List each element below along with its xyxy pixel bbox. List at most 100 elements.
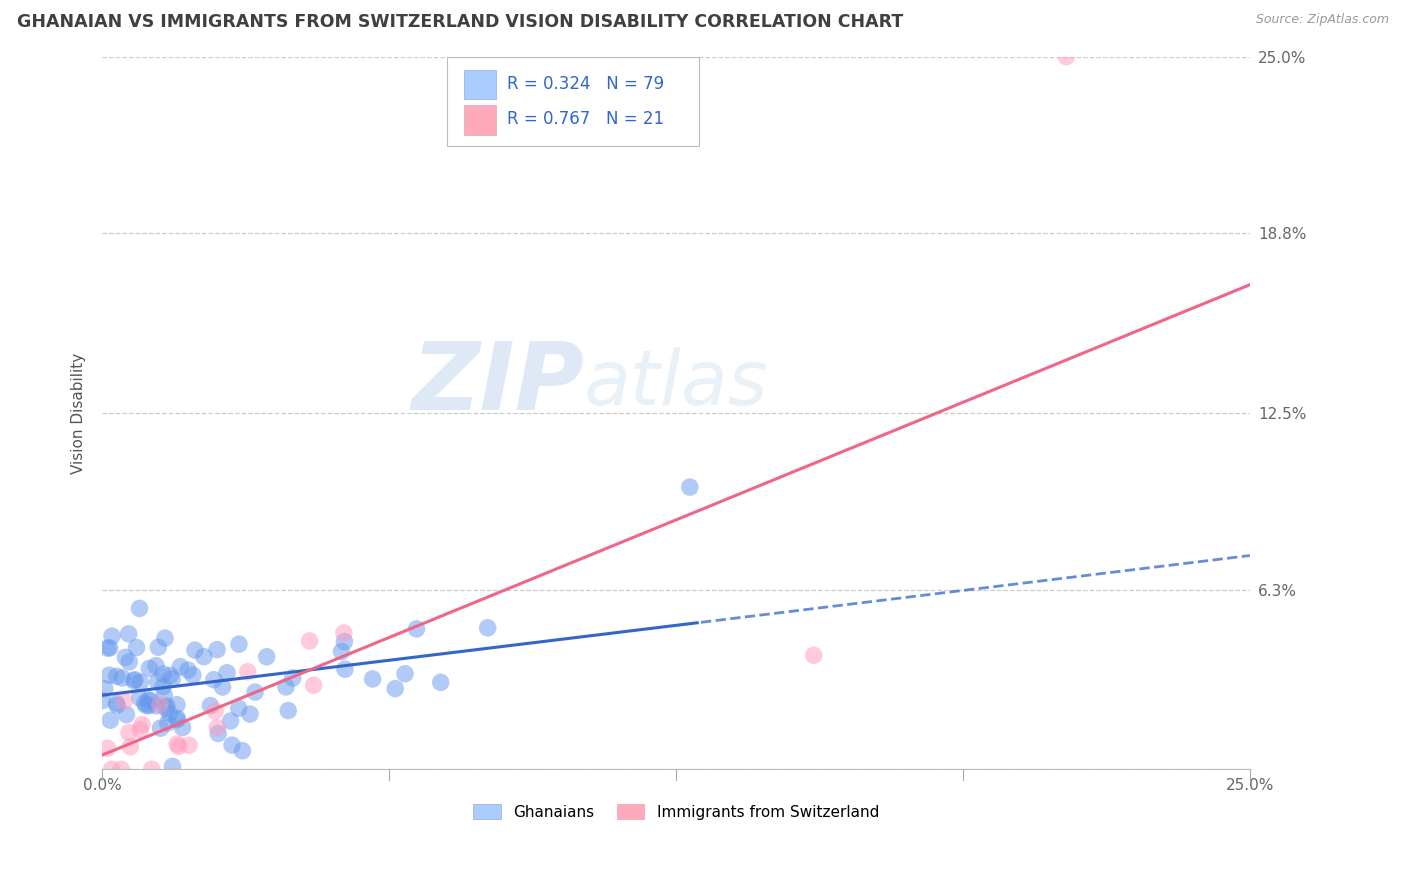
Point bbox=[239, 707, 262, 722]
Point bbox=[177, 739, 200, 753]
Point bbox=[167, 739, 190, 754]
Text: ZIP: ZIP bbox=[412, 338, 585, 431]
Point bbox=[202, 673, 225, 687]
Point bbox=[129, 675, 152, 690]
Point bbox=[149, 721, 172, 735]
Point bbox=[138, 698, 160, 713]
Point bbox=[149, 698, 172, 712]
FancyBboxPatch shape bbox=[447, 57, 699, 145]
Text: R = 0.324   N = 79: R = 0.324 N = 79 bbox=[508, 75, 665, 93]
Point bbox=[153, 689, 176, 703]
FancyBboxPatch shape bbox=[464, 70, 496, 99]
Point bbox=[193, 649, 215, 664]
Point bbox=[152, 680, 174, 694]
Point bbox=[139, 693, 162, 707]
Point bbox=[155, 700, 177, 714]
Point bbox=[145, 658, 167, 673]
Point bbox=[125, 640, 148, 655]
Point bbox=[361, 672, 384, 686]
Point bbox=[101, 629, 124, 643]
Point bbox=[98, 668, 121, 682]
Point bbox=[384, 681, 406, 696]
Point bbox=[274, 680, 297, 694]
Point bbox=[281, 671, 304, 685]
Point bbox=[115, 707, 138, 722]
Point bbox=[157, 706, 180, 721]
Point bbox=[205, 642, 228, 657]
Point bbox=[112, 694, 135, 708]
Point bbox=[166, 698, 188, 712]
Point bbox=[124, 673, 146, 687]
Point bbox=[134, 696, 156, 710]
Legend: Ghanaians, Immigrants from Switzerland: Ghanaians, Immigrants from Switzerland bbox=[467, 797, 886, 826]
Point bbox=[118, 627, 141, 641]
Point bbox=[128, 601, 150, 615]
Point bbox=[679, 480, 702, 494]
Point bbox=[146, 674, 169, 689]
Point bbox=[803, 648, 825, 663]
Point bbox=[333, 662, 356, 676]
Point bbox=[211, 680, 233, 694]
Point bbox=[98, 713, 121, 727]
Text: atlas: atlas bbox=[585, 348, 769, 422]
Point bbox=[298, 634, 321, 648]
Point bbox=[153, 631, 176, 645]
Point bbox=[177, 663, 200, 677]
Point bbox=[207, 726, 229, 740]
Point bbox=[302, 678, 325, 692]
Text: GHANAIAN VS IMMIGRANTS FROM SWITZERLAND VISION DISABILITY CORRELATION CHART: GHANAIAN VS IMMIGRANTS FROM SWITZERLAND … bbox=[17, 13, 903, 31]
Point bbox=[105, 696, 128, 710]
Point bbox=[166, 737, 188, 751]
Point bbox=[219, 714, 242, 728]
Point bbox=[184, 643, 207, 657]
Point bbox=[169, 659, 191, 673]
Point bbox=[221, 738, 243, 752]
Point bbox=[477, 621, 499, 635]
Point bbox=[277, 704, 299, 718]
Point bbox=[172, 721, 194, 735]
Point bbox=[429, 675, 451, 690]
Point bbox=[166, 713, 188, 727]
Point bbox=[122, 673, 145, 688]
Point bbox=[166, 711, 188, 725]
Point bbox=[330, 644, 353, 658]
Text: Source: ZipAtlas.com: Source: ZipAtlas.com bbox=[1256, 13, 1389, 27]
Point bbox=[111, 671, 134, 685]
Point bbox=[145, 698, 167, 713]
Point bbox=[156, 698, 179, 713]
Point bbox=[160, 672, 183, 686]
Point bbox=[231, 744, 253, 758]
Point bbox=[394, 666, 416, 681]
Point bbox=[96, 741, 118, 756]
Point bbox=[207, 721, 229, 735]
Point bbox=[97, 641, 120, 656]
Point bbox=[100, 762, 122, 776]
Point bbox=[236, 665, 259, 679]
Point bbox=[105, 669, 128, 683]
Point bbox=[114, 650, 136, 665]
Point bbox=[105, 698, 128, 713]
Point bbox=[120, 739, 142, 754]
Point bbox=[162, 759, 184, 773]
Point bbox=[135, 698, 157, 713]
Point bbox=[129, 723, 152, 737]
Point bbox=[181, 668, 204, 682]
Point bbox=[215, 665, 238, 680]
FancyBboxPatch shape bbox=[464, 105, 496, 135]
Text: R = 0.767   N = 21: R = 0.767 N = 21 bbox=[508, 111, 665, 128]
Point bbox=[405, 622, 427, 636]
Point bbox=[136, 693, 159, 707]
Point bbox=[159, 668, 181, 682]
Point bbox=[243, 685, 266, 699]
Point bbox=[138, 661, 160, 675]
Point bbox=[98, 640, 121, 655]
Point bbox=[148, 640, 170, 655]
Point bbox=[110, 762, 132, 776]
Point bbox=[204, 704, 226, 718]
Point bbox=[128, 690, 150, 705]
Point bbox=[141, 762, 163, 776]
Point bbox=[94, 681, 117, 696]
Point bbox=[118, 655, 141, 669]
Point bbox=[118, 725, 141, 739]
Point bbox=[131, 717, 153, 731]
